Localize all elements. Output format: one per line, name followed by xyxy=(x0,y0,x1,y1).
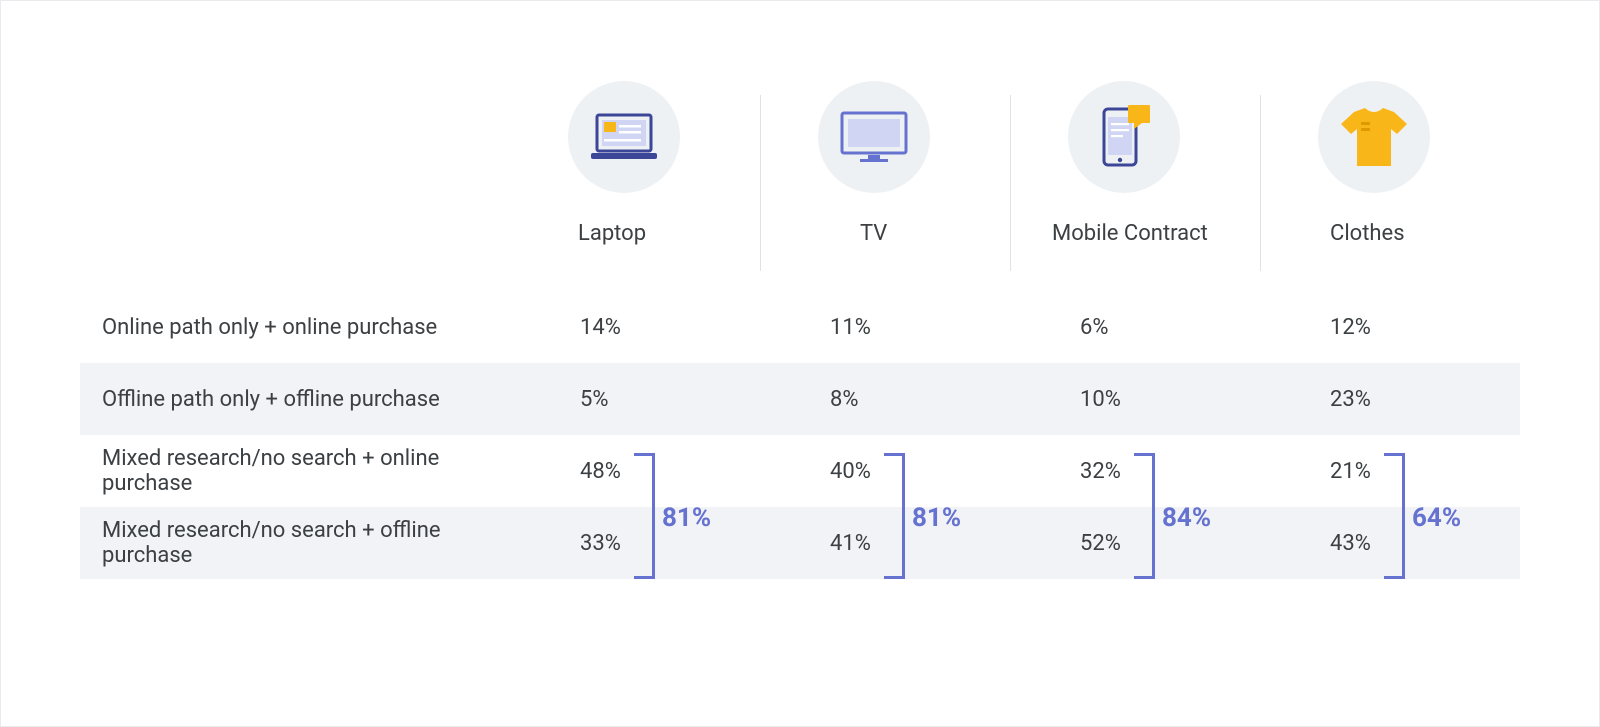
header-separator xyxy=(1010,95,1011,271)
cell: 14% xyxy=(520,315,770,340)
col-label: Clothes xyxy=(1302,221,1520,246)
cell: 6% xyxy=(1020,315,1270,340)
infographic-frame: Laptop TV xyxy=(0,0,1600,727)
col-header-mobile: Mobile Contract xyxy=(1020,81,1270,246)
tshirt-icon xyxy=(1341,108,1407,166)
header-separator xyxy=(1260,95,1261,271)
col-header-clothes: Clothes xyxy=(1270,81,1520,246)
tshirt-icon-circle xyxy=(1318,81,1430,193)
laptop-icon xyxy=(591,113,657,161)
cell: 52% xyxy=(1020,531,1270,556)
col-header-tv: TV xyxy=(770,81,1020,246)
tv-icon-circle xyxy=(818,81,930,193)
row-label: Online path only + online purchase xyxy=(80,315,520,340)
col-label: TV xyxy=(802,221,1020,246)
table-row: Mixed research/no search + offline purch… xyxy=(80,507,1520,579)
cell: 12% xyxy=(1270,315,1520,340)
col-label: Mobile Contract xyxy=(1052,221,1270,246)
cell: 23% xyxy=(1270,387,1520,412)
cell: 43% xyxy=(1270,531,1520,556)
cell: 40% xyxy=(770,459,1020,484)
table-header: Laptop TV xyxy=(80,81,1520,291)
laptop-icon-circle xyxy=(568,81,680,193)
cell: 10% xyxy=(1020,387,1270,412)
mobile-icon xyxy=(1094,105,1154,169)
header-separator xyxy=(760,95,761,271)
row-label: Mixed research/no search + online purcha… xyxy=(80,446,520,496)
cell: 11% xyxy=(770,315,1020,340)
col-header-laptop: Laptop xyxy=(520,81,770,246)
table-row: Mixed research/no search + online purcha… xyxy=(80,435,1520,507)
cell: 33% xyxy=(520,531,770,556)
row-label: Mixed research/no search + offline purch… xyxy=(80,518,520,568)
cell: 32% xyxy=(1020,459,1270,484)
mobile-icon-circle xyxy=(1068,81,1180,193)
table-row: Offline path only + offline purchase 5% … xyxy=(80,363,1520,435)
table-row: Online path only + online purchase 14% 1… xyxy=(80,291,1520,363)
cell: 48% xyxy=(520,459,770,484)
cell: 8% xyxy=(770,387,1020,412)
row-label: Offline path only + offline purchase xyxy=(80,387,520,412)
tv-icon xyxy=(840,111,908,163)
purchase-path-table: Laptop TV xyxy=(80,81,1520,579)
col-label: Laptop xyxy=(552,221,770,246)
cell: 21% xyxy=(1270,459,1520,484)
cell: 5% xyxy=(520,387,770,412)
cell: 41% xyxy=(770,531,1020,556)
